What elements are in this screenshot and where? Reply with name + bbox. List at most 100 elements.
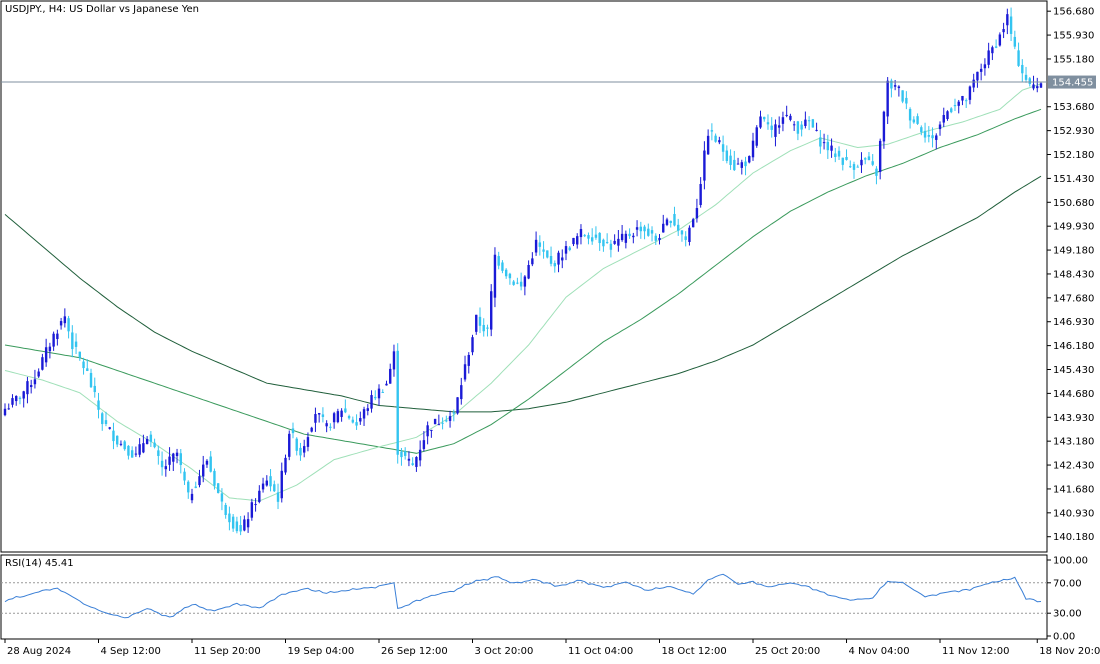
price-tick-label: 141.680 bbox=[1053, 484, 1094, 495]
candle-body bbox=[684, 236, 687, 240]
price-tick-label: 147.680 bbox=[1053, 293, 1094, 304]
candle-body bbox=[893, 85, 897, 87]
candle-body bbox=[654, 235, 657, 241]
candle-body bbox=[172, 453, 175, 462]
candle-body bbox=[1028, 78, 1031, 85]
candle-body bbox=[41, 357, 44, 370]
price-tag-label: 154.455 bbox=[1052, 78, 1093, 89]
candle-body bbox=[411, 463, 414, 465]
candle-body bbox=[310, 427, 313, 432]
candle-body bbox=[67, 318, 70, 332]
candle-body bbox=[748, 156, 751, 163]
candle-body bbox=[127, 445, 130, 456]
candle-body bbox=[108, 427, 111, 429]
candle-body bbox=[789, 115, 792, 120]
candle-body bbox=[875, 168, 878, 176]
candle-body bbox=[164, 466, 168, 470]
candle-body bbox=[347, 415, 351, 419]
price-tick-label: 143.930 bbox=[1053, 413, 1094, 424]
candle-body bbox=[179, 453, 182, 465]
candle-body bbox=[291, 428, 295, 434]
candle-body bbox=[52, 333, 55, 347]
candle-body bbox=[602, 239, 605, 247]
candle-body bbox=[493, 254, 497, 298]
rsi-tick-label: 100.00 bbox=[1053, 556, 1088, 567]
price-tick-label: 140.180 bbox=[1053, 532, 1094, 543]
rsi-tick-label: 30.00 bbox=[1053, 609, 1082, 620]
time-tick-label: 4 Sep 12:00 bbox=[101, 646, 161, 657]
candle-body bbox=[695, 208, 699, 219]
time-tick-label: 18 Oct 12:00 bbox=[662, 646, 727, 657]
candle-body bbox=[265, 480, 269, 486]
time-tick-label: 4 Nov 04:00 bbox=[849, 646, 910, 657]
candle-body bbox=[579, 229, 583, 238]
candle-body bbox=[785, 114, 788, 116]
candle-body bbox=[568, 247, 571, 250]
candle-body bbox=[63, 316, 67, 324]
candle-body bbox=[744, 161, 747, 167]
candle-body bbox=[781, 117, 785, 124]
candle-body bbox=[415, 457, 418, 467]
price-tick-label: 155.180 bbox=[1053, 54, 1094, 65]
ma-fast-line bbox=[4, 83, 1042, 502]
candle-body bbox=[718, 140, 721, 143]
candle-body bbox=[1013, 36, 1017, 47]
candle-body bbox=[549, 255, 553, 264]
candle-body bbox=[504, 269, 508, 277]
candle-body bbox=[538, 242, 542, 247]
candle-body bbox=[527, 265, 530, 279]
candle-body bbox=[325, 423, 328, 427]
candle-body bbox=[841, 157, 844, 165]
candle-body bbox=[1006, 14, 1009, 26]
price-tick-label: 143.180 bbox=[1053, 437, 1094, 448]
candle-body bbox=[594, 234, 598, 238]
candle-body bbox=[396, 350, 399, 455]
candle-body bbox=[953, 105, 957, 107]
candle-body bbox=[680, 230, 684, 235]
candle-body bbox=[157, 450, 160, 456]
candle-body bbox=[542, 249, 545, 252]
candle-body bbox=[482, 324, 485, 332]
candle-body bbox=[976, 71, 979, 81]
candle-body bbox=[213, 470, 216, 486]
candle-body bbox=[961, 95, 964, 101]
candle-body bbox=[254, 504, 257, 506]
candle-body bbox=[901, 90, 904, 102]
candle-body bbox=[807, 120, 811, 122]
candle-body bbox=[48, 346, 52, 352]
candle-body bbox=[710, 130, 714, 132]
candle-body bbox=[691, 219, 695, 228]
candle-body bbox=[804, 119, 807, 126]
candle-body bbox=[620, 233, 624, 241]
rsi-layer: 100.00 70.00 30.00 0.00 bbox=[1, 556, 1088, 643]
candle-body bbox=[519, 281, 523, 287]
price-tick-label: 146.180 bbox=[1053, 341, 1094, 352]
candle-body bbox=[987, 50, 990, 65]
candle-body bbox=[433, 418, 437, 425]
candle-body bbox=[1017, 50, 1020, 66]
candle-body bbox=[452, 412, 456, 414]
candle-body bbox=[490, 291, 493, 330]
candle-body bbox=[86, 368, 89, 371]
candle-body bbox=[647, 228, 650, 236]
candle-body bbox=[280, 470, 283, 499]
candle-body bbox=[703, 150, 706, 181]
candle-body bbox=[755, 127, 758, 146]
candle-body bbox=[998, 34, 1002, 46]
candle-body bbox=[864, 158, 867, 160]
candle-body bbox=[377, 388, 381, 399]
candle-body bbox=[243, 519, 246, 531]
candle-body bbox=[29, 385, 33, 388]
candle-body bbox=[486, 327, 489, 329]
candle-body bbox=[796, 121, 800, 134]
candle-body bbox=[471, 337, 474, 353]
candle-body bbox=[733, 159, 736, 171]
candle-body bbox=[792, 124, 796, 126]
candle-body bbox=[867, 156, 871, 161]
candle-body bbox=[407, 458, 411, 461]
candle-body bbox=[321, 414, 325, 417]
candle-body bbox=[721, 144, 725, 152]
price-tick-label: 144.680 bbox=[1053, 389, 1094, 400]
